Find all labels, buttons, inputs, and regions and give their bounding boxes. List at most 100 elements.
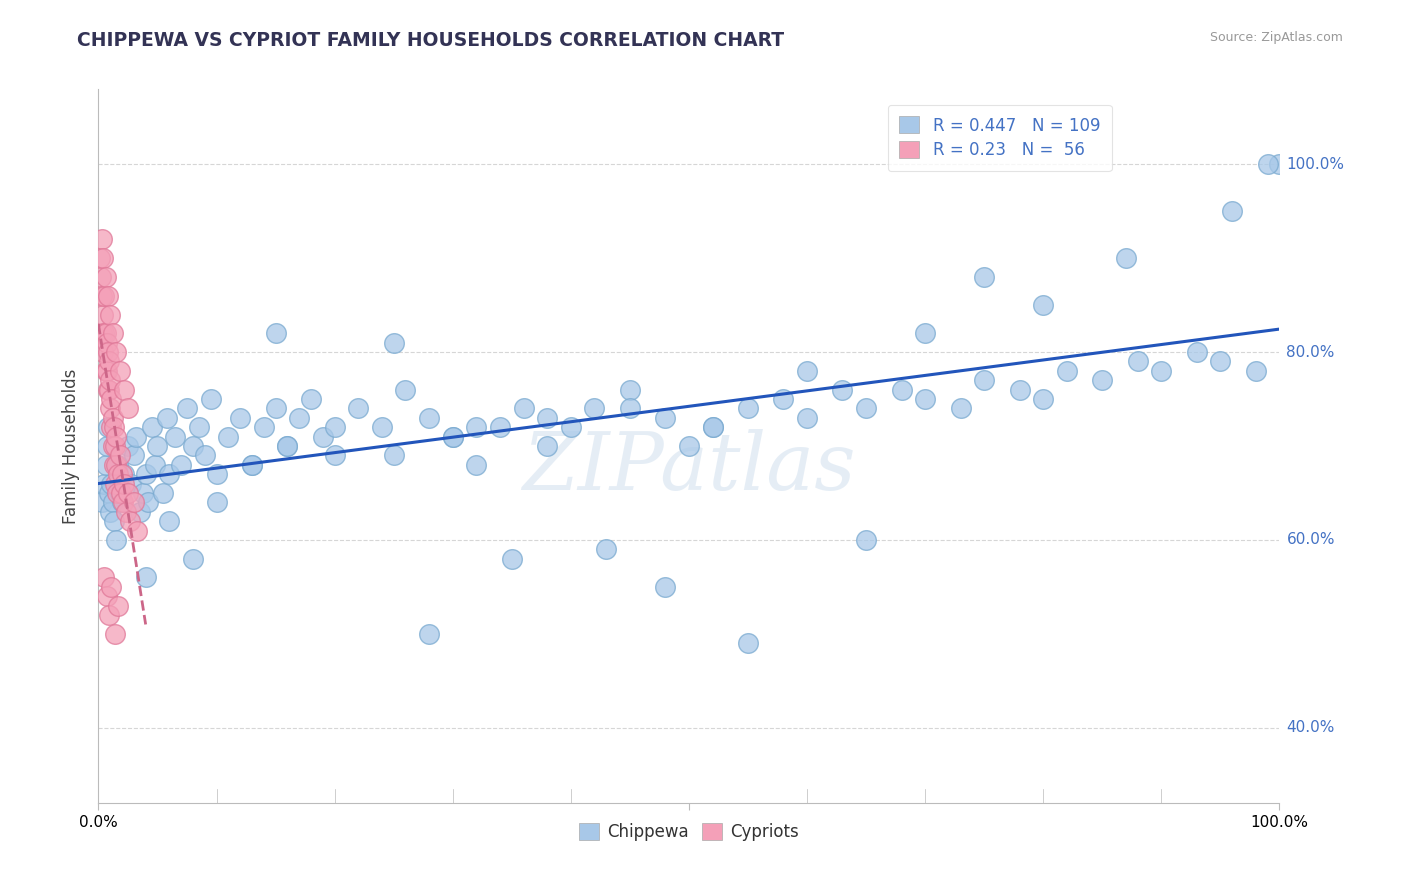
Point bbox=[103, 514, 125, 528]
Point bbox=[583, 401, 606, 416]
Point bbox=[152, 486, 174, 500]
Text: 80.0%: 80.0% bbox=[1286, 344, 1334, 359]
Point bbox=[253, 420, 276, 434]
Point bbox=[136, 495, 159, 509]
Point bbox=[91, 495, 114, 509]
Point bbox=[949, 401, 972, 416]
Point bbox=[107, 458, 129, 472]
Point bbox=[276, 439, 298, 453]
Point bbox=[772, 392, 794, 406]
Point bbox=[122, 449, 145, 463]
Point bbox=[371, 420, 394, 434]
Point bbox=[101, 495, 124, 509]
Point bbox=[536, 410, 558, 425]
Point bbox=[465, 458, 488, 472]
Point bbox=[1244, 364, 1267, 378]
Point bbox=[98, 486, 121, 500]
Point bbox=[489, 420, 512, 434]
Point bbox=[112, 476, 135, 491]
Point bbox=[108, 449, 131, 463]
Point bbox=[441, 429, 464, 443]
Point bbox=[1056, 364, 1078, 378]
Point bbox=[104, 476, 127, 491]
Point bbox=[347, 401, 370, 416]
Text: ZIPatlas: ZIPatlas bbox=[522, 429, 856, 506]
Point bbox=[105, 486, 128, 500]
Point bbox=[89, 251, 111, 265]
Point bbox=[1150, 364, 1173, 378]
Point bbox=[382, 449, 405, 463]
Point bbox=[97, 345, 120, 359]
Point bbox=[200, 392, 222, 406]
Point bbox=[702, 420, 724, 434]
Point bbox=[536, 439, 558, 453]
Point bbox=[323, 420, 346, 434]
Point bbox=[97, 383, 120, 397]
Point bbox=[100, 476, 122, 491]
Point bbox=[678, 439, 700, 453]
Point bbox=[187, 420, 209, 434]
Point bbox=[117, 439, 139, 453]
Point bbox=[112, 495, 135, 509]
Point bbox=[299, 392, 322, 406]
Point bbox=[91, 251, 114, 265]
Point bbox=[98, 383, 121, 397]
Point bbox=[217, 429, 239, 443]
Point bbox=[91, 232, 114, 246]
Point bbox=[560, 420, 582, 434]
Point bbox=[105, 345, 128, 359]
Point bbox=[111, 467, 134, 482]
Point bbox=[100, 392, 122, 406]
Point bbox=[108, 364, 131, 378]
Point bbox=[973, 270, 995, 285]
Point bbox=[418, 627, 440, 641]
Point bbox=[96, 589, 118, 603]
Point bbox=[97, 420, 120, 434]
Point bbox=[1209, 354, 1232, 368]
Point bbox=[890, 383, 912, 397]
Point bbox=[125, 429, 148, 443]
Point bbox=[132, 486, 155, 500]
Text: 100.0%: 100.0% bbox=[1286, 157, 1344, 172]
Point bbox=[104, 439, 127, 453]
Point bbox=[101, 326, 124, 341]
Point bbox=[264, 401, 287, 416]
Point bbox=[619, 383, 641, 397]
Point bbox=[1032, 392, 1054, 406]
Point bbox=[94, 270, 117, 285]
Point bbox=[194, 449, 217, 463]
Point bbox=[91, 345, 114, 359]
Point bbox=[96, 335, 118, 350]
Point bbox=[96, 439, 118, 453]
Point bbox=[382, 335, 405, 350]
Point bbox=[98, 373, 121, 387]
Point bbox=[1115, 251, 1137, 265]
Point bbox=[654, 580, 676, 594]
Point bbox=[264, 326, 287, 341]
Point bbox=[1220, 204, 1243, 219]
Point bbox=[146, 439, 169, 453]
Point bbox=[1268, 157, 1291, 171]
Point bbox=[112, 383, 135, 397]
Point bbox=[165, 429, 187, 443]
Point bbox=[737, 401, 759, 416]
Point bbox=[1091, 373, 1114, 387]
Text: CHIPPEWA VS CYPRIOT FAMILY HOUSEHOLDS CORRELATION CHART: CHIPPEWA VS CYPRIOT FAMILY HOUSEHOLDS CO… bbox=[77, 31, 785, 50]
Point bbox=[135, 467, 157, 482]
Point bbox=[1126, 354, 1149, 368]
Point bbox=[156, 410, 179, 425]
Point bbox=[135, 570, 157, 584]
Point bbox=[276, 439, 298, 453]
Point bbox=[94, 364, 117, 378]
Point bbox=[418, 410, 440, 425]
Point bbox=[702, 420, 724, 434]
Point bbox=[105, 429, 128, 443]
Point bbox=[93, 289, 115, 303]
Point bbox=[105, 533, 128, 547]
Point bbox=[112, 467, 135, 482]
Point bbox=[323, 449, 346, 463]
Y-axis label: Family Households: Family Households bbox=[62, 368, 80, 524]
Point bbox=[121, 476, 143, 491]
Point bbox=[619, 401, 641, 416]
Point bbox=[127, 524, 149, 538]
